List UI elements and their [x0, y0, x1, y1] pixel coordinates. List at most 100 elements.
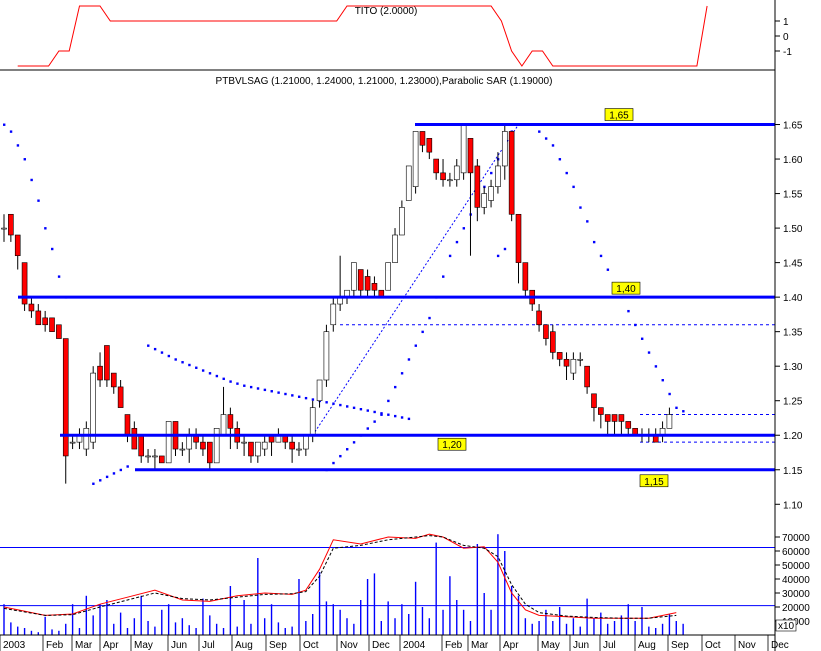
level-label: 1,65 — [609, 111, 629, 122]
candle-body — [515, 213, 522, 263]
sar-dot — [654, 365, 658, 368]
sar-dot — [558, 158, 562, 161]
candle-body — [110, 372, 117, 388]
candle-body — [453, 165, 460, 181]
sar-dot — [112, 472, 116, 475]
price-tick-label: 1.60 — [783, 155, 803, 166]
candle-body — [131, 428, 138, 450]
candle-body — [309, 407, 316, 436]
price-tick-label: 1.10 — [783, 500, 803, 511]
candle-body — [474, 165, 481, 208]
sar-dot — [201, 369, 205, 372]
candle-body — [563, 358, 570, 367]
volume-average-line — [3, 533, 677, 619]
tito-indicator-pane: TITO (2.0000) — [0, 5, 775, 71]
candle-body — [666, 414, 673, 429]
candle-body — [316, 379, 323, 402]
candle-body — [405, 165, 412, 201]
volume-tick-label: 30000 — [782, 589, 810, 600]
sar-dot — [270, 390, 273, 393]
price-title: PTBVLSAG (1.21000, 1.24000, 1.21000, 1.2… — [216, 76, 553, 87]
candle-body — [447, 179, 453, 182]
candle-body — [21, 262, 28, 305]
candle-body — [255, 441, 261, 457]
candle-body — [104, 345, 110, 381]
sar-dot — [23, 158, 26, 161]
candle-body — [97, 365, 103, 381]
sar-dot — [256, 387, 260, 390]
sar-dot — [394, 385, 397, 389]
sar-dot — [57, 275, 61, 278]
time-tick-label: Jul — [202, 640, 215, 651]
volume-tick-label: 50000 — [782, 561, 810, 572]
sar-dot — [304, 396, 308, 400]
candle-body — [399, 207, 405, 236]
time-tick-label: Feb — [46, 640, 64, 651]
level-label: 1,40 — [616, 284, 636, 295]
price-tick-label: 1.55 — [783, 190, 803, 201]
sar-dot — [147, 344, 150, 347]
sar-dot — [407, 417, 411, 421]
price-tick-label: 1.20 — [783, 431, 803, 442]
candle-body — [543, 324, 549, 339]
sar-dot — [572, 185, 575, 189]
time-tick-label: Jun — [171, 640, 187, 651]
sar-dot — [455, 240, 459, 244]
sar-dot — [263, 388, 267, 392]
level-label: 1,15 — [644, 477, 664, 488]
candle-body — [330, 303, 337, 326]
candle-body — [501, 131, 508, 167]
candle-body — [604, 414, 611, 422]
candle-body — [536, 310, 542, 326]
candle-body — [42, 317, 48, 326]
candle-body — [227, 414, 234, 429]
sar-dot — [37, 199, 40, 202]
candle-body — [508, 131, 515, 215]
sar-dot — [538, 130, 541, 133]
candle-body — [158, 455, 165, 464]
sar-dot — [380, 413, 383, 416]
time-tick-label: Oct — [705, 640, 721, 651]
sar-dot — [92, 482, 95, 485]
tito-title: TITO (2.0000) — [355, 6, 418, 17]
candle-body — [207, 441, 213, 464]
candle-body — [289, 441, 295, 450]
candle-body — [35, 310, 42, 326]
sar-dot — [174, 358, 177, 361]
candle-body — [145, 455, 151, 458]
sar-dot — [339, 403, 342, 407]
sar-dot — [442, 275, 445, 278]
sar-dot — [421, 330, 424, 334]
candle-body — [152, 455, 158, 458]
candle-body — [8, 213, 14, 236]
sar-dot — [181, 361, 184, 364]
sar-dot — [325, 401, 328, 404]
time-tick-label: Apr — [503, 640, 519, 651]
sar-dot — [160, 351, 164, 354]
candle-body — [62, 338, 69, 457]
candle-body — [522, 262, 529, 291]
candle-body — [488, 186, 494, 201]
level-label-box — [639, 474, 669, 488]
time-tick-label: Nov — [340, 640, 358, 651]
candle-body — [200, 441, 206, 450]
time-tick-label: Jul — [603, 640, 616, 651]
candle-body — [460, 124, 467, 174]
sar-dot — [277, 391, 280, 394]
sar-dot — [236, 382, 239, 385]
candle-body — [124, 414, 131, 436]
price-pane: PTBVLSAG (1.21000, 1.24000, 1.21000, 1.2… — [1, 76, 775, 488]
candle-body — [481, 193, 488, 208]
sar-dot — [105, 475, 109, 479]
candle-body — [556, 352, 563, 360]
time-tick-label: Jun — [573, 640, 589, 651]
time-tick-label: May — [541, 640, 560, 651]
candle-body — [611, 414, 618, 422]
sar-dot — [579, 206, 582, 209]
volume-tick-label: 70000 — [782, 533, 810, 544]
tito-tick-label: 1 — [783, 17, 789, 28]
candle-body — [138, 434, 144, 457]
candle-body — [412, 131, 419, 187]
sar-dot — [44, 227, 47, 230]
sar-dot — [332, 402, 335, 405]
